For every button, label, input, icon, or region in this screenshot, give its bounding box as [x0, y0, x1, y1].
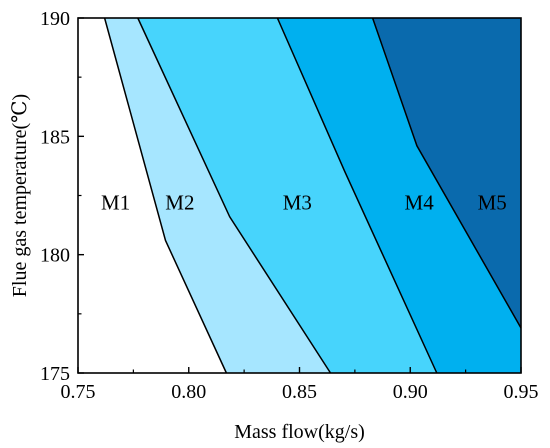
y-tick-label: 180 [40, 245, 70, 267]
region-m2 [104, 18, 331, 373]
y-axis-ticks: 175 180 185 190 [40, 8, 84, 385]
y-tick-label: 175 [40, 363, 70, 385]
x-tick-label: 0.95 [504, 381, 539, 403]
region-label-m1: M1 [101, 191, 130, 215]
boundary-layer [103, 17, 522, 374]
region-label-layer: M1 M2 M3 M4 M5 [101, 191, 507, 215]
boundary-line-m3-m4 [276, 17, 438, 374]
x-tick-label: 0.85 [282, 381, 317, 403]
x-tick-label: 0.80 [171, 381, 206, 403]
region-label-m4: M4 [405, 191, 435, 215]
region-layer [78, 18, 521, 373]
region-m5 [372, 18, 521, 373]
region-label-m2: M2 [165, 191, 194, 215]
boundary-line-m2-m3 [137, 17, 332, 374]
region-label-m3: M3 [283, 191, 312, 215]
region-m4 [277, 18, 521, 373]
boundary-line-m1-m2 [103, 17, 228, 374]
boundary-line-m4-m5 [371, 17, 522, 329]
x-tick-label: 0.90 [393, 381, 428, 403]
x-axis-label: Mass flow(kg/s) [234, 421, 365, 443]
x-tick-label: 0.75 [61, 381, 96, 403]
region-m3 [137, 18, 437, 373]
region-m1 [78, 18, 227, 373]
x-axis-ticks: 0.75 0.80 0.85 0.90 0.95 [61, 367, 539, 403]
y-tick-label: 190 [40, 8, 70, 30]
y-tick-label: 185 [40, 126, 70, 148]
region-label-m5: M5 [478, 191, 507, 215]
y-axis-label: Flue gas temperature(℃) [9, 94, 31, 297]
